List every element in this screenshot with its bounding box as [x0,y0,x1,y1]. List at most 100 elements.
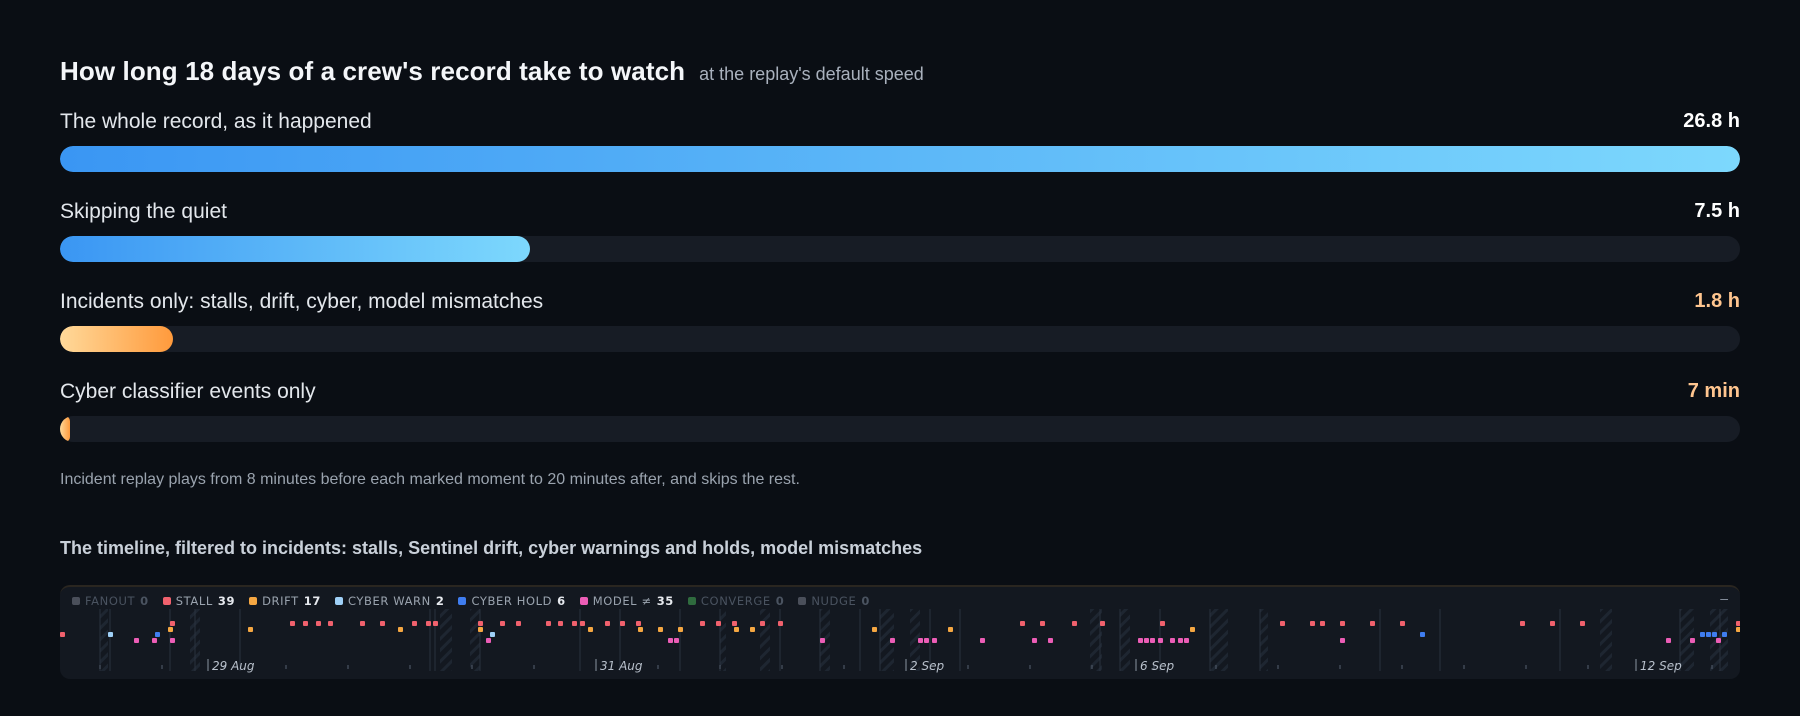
timeline-heading: The timeline, filtered to incidents: sta… [60,538,923,558]
incident-mark [588,627,593,632]
duration-bar-fill [60,416,70,442]
incident-mark [1340,621,1345,626]
incident-mark [516,621,521,626]
incident-mark [918,638,923,643]
incident-mark [572,621,577,626]
legend-label: CYBER WARN [347,594,431,608]
incident-mark [1722,632,1727,637]
incident-mark [580,621,585,626]
incident-mark [1280,621,1285,626]
incident-mark [1020,621,1025,626]
incident-mark [490,632,495,637]
quiet-gap-region [1120,609,1130,671]
legend-item[interactable]: CYBER HOLD 6 [458,594,565,608]
replay-footnote: Incident replay plays from 8 minutes bef… [60,471,800,488]
incident-mark [412,621,417,626]
incident-mark [668,638,673,643]
legend-item[interactable]: NUDGE 0 [798,594,870,608]
incident-mark [674,638,679,643]
duration-bar-track [60,326,1740,352]
incident-mark [478,621,483,626]
quiet-gap-region [910,609,920,671]
legend-item[interactable]: CONVERGE 0 [687,594,785,608]
legend-count: 0 [775,594,785,608]
incident-mark [1700,632,1705,637]
duration-bar-fill [60,326,173,352]
timeline-legend: FANOUT 0 STALL 39 DRIFT 17 CYBER WARN 2 CYBER HO… [72,594,870,608]
legend-label: NUDGE [811,594,857,608]
duration-bar-track [60,416,1740,442]
incident-mark [1340,638,1345,643]
incident-mark [478,627,483,632]
legend-swatch [249,597,258,605]
incident-mark [1550,621,1555,626]
minimize-icon[interactable]: – [1720,590,1728,606]
incident-mark [170,638,175,643]
incident-mark [155,632,160,637]
incident-mark [1040,621,1045,626]
duration-label: Cyber classifier events only [60,380,316,403]
incident-mark [1580,621,1585,626]
incident-mark [108,632,113,637]
incident-mark [1150,638,1155,643]
duration-bar-fill [60,236,530,262]
incident-mark [948,627,953,632]
incident-mark [605,621,610,626]
legend-swatch [72,597,80,605]
legend-item[interactable]: DRIFT 17 [249,594,321,608]
duration-value: 26.8 h [1683,110,1740,132]
duration-value: 7.5 h [1694,200,1740,222]
incident-mark [1310,621,1315,626]
incident-mark [303,621,308,626]
duration-value: 1.8 h [1694,290,1740,312]
legend-label: CONVERGE [700,594,771,608]
legend-item[interactable]: FANOUT 0 [72,594,149,608]
incident-mark [716,621,721,626]
incident-mark [168,627,173,632]
incident-mark [932,638,937,643]
incident-timeline[interactable]: 29 Aug 31 Aug 2 Sep 6 Sep 12 Sep FANOUT 0 STAL… [60,585,1740,679]
page-heading: How long 18 days of a crew's record take… [60,56,924,87]
incident-mark [760,621,765,626]
quiet-gap-region [720,609,726,671]
incident-mark [486,638,491,643]
incident-mark [1706,632,1711,637]
quiet-gap-region [760,609,770,671]
page-title: How long 18 days of a crew's record take… [60,56,686,86]
incident-mark [500,621,505,626]
incident-mark [1032,638,1037,643]
legend-swatch [798,597,807,605]
duration-label: Incidents only: stalls, drift, cyber, mo… [60,290,544,313]
incident-mark [170,621,175,626]
page-subtitle: at the replay's default speed [699,64,924,84]
legend-item[interactable]: STALL 39 [162,594,235,608]
quiet-gap-region [470,609,480,671]
quiet-gap-region [100,609,108,671]
duration-value: 7 min [1687,380,1740,402]
incident-mark [1320,621,1325,626]
legend-label: DRIFT [262,594,299,608]
incident-mark [1690,638,1695,643]
incident-mark [1144,638,1149,643]
quiet-gap-region [1090,609,1102,671]
incident-mark [732,621,737,626]
incident-mark [872,627,877,632]
incident-mark [620,621,625,626]
incident-mark [398,627,403,632]
incident-mark [328,621,333,626]
quiet-gap-region [440,609,452,671]
incident-mark [360,621,365,626]
duration-label: The whole record, as it happened [60,110,372,133]
legend-item[interactable]: MODEL ≠ 35 [579,594,674,608]
legend-label: STALL [175,594,213,608]
incident-mark [1048,638,1053,643]
timeline-canvas[interactable]: 29 Aug 31 Aug 2 Sep 6 Sep 12 Sep [60,587,1740,679]
legend-item[interactable]: CYBER WARN 2 [334,594,444,608]
incident-mark [1716,638,1721,643]
incident-mark [636,621,641,626]
date-label: 12 Sep [1640,659,1682,673]
duration-bar-track [60,146,1740,172]
incident-mark [546,621,551,626]
duration-bar-track [60,236,1740,262]
incident-mark [778,621,783,626]
